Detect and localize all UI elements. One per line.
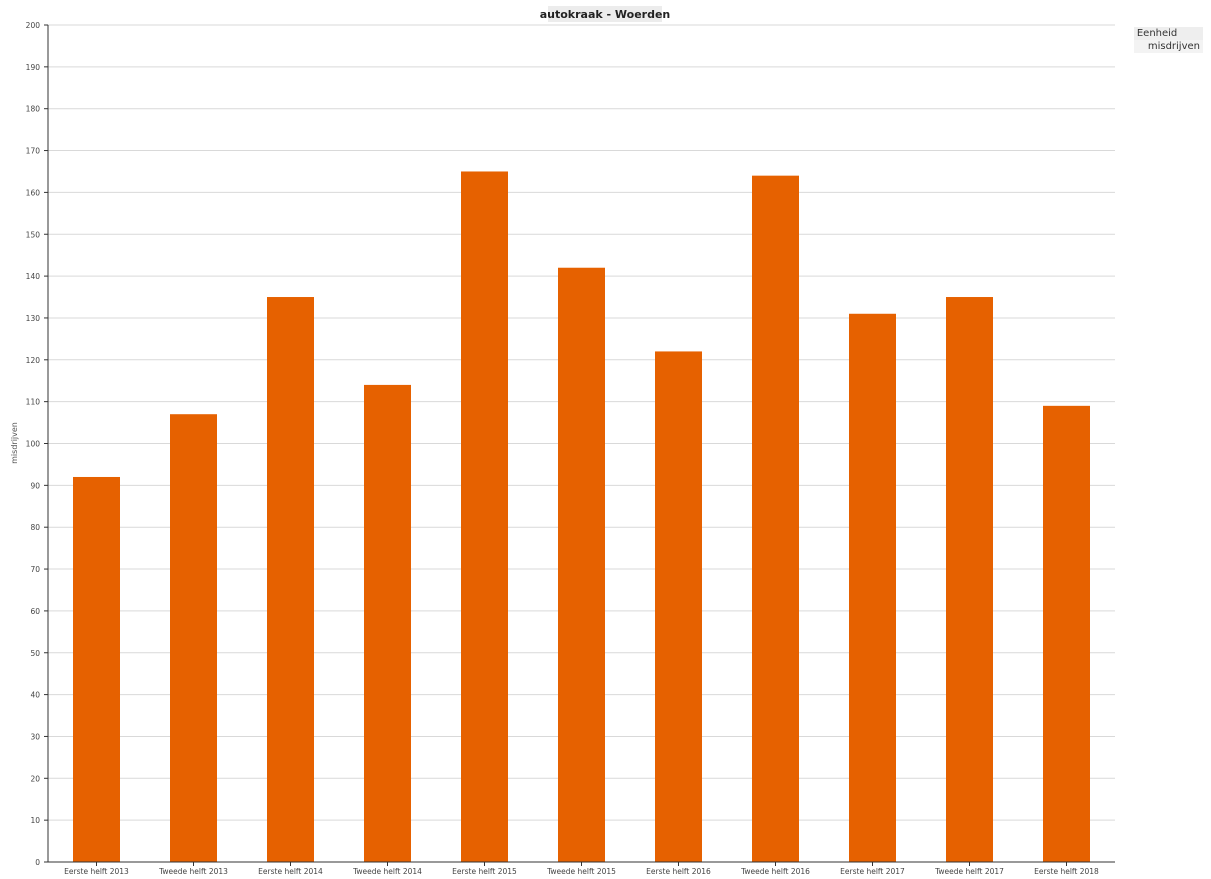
legend-title: Eenheid (1133, 27, 1203, 40)
y-tick-label: 160 (26, 188, 41, 197)
y-tick-label: 70 (30, 565, 40, 574)
y-tick-label: 30 (30, 732, 40, 741)
x-tick-label: Eerste helft 2016 (646, 867, 711, 876)
y-tick-label: 120 (26, 356, 41, 365)
bar[interactable] (1043, 405, 1090, 862)
y-tick-label: 190 (26, 63, 41, 72)
bar[interactable] (461, 171, 508, 863)
x-tick-label: Eerste helft 2013 (64, 867, 129, 876)
legend-entry-misdrijven[interactable]: misdrijven (1133, 40, 1203, 53)
y-tick-label: 0 (35, 858, 40, 867)
x-tick-label: Tweede helft 2013 (158, 867, 228, 876)
bar[interactable] (170, 414, 217, 862)
chart-title-background (548, 6, 662, 22)
y-tick-label: 180 (26, 105, 41, 114)
y-tick-label: 100 (26, 440, 41, 449)
bars (73, 171, 1090, 863)
x-tick-label: Eerste helft 2014 (258, 867, 323, 876)
y-tick-label: 10 (30, 816, 40, 825)
y-tick-label: 50 (30, 649, 40, 658)
y-tick-label: 90 (30, 481, 40, 490)
y-tick-labels: 0 10 20 30 40 50 60 70 80 90 100 110 120 130 140 150 160… (26, 21, 48, 867)
legend: Eenheid misdrijven (1133, 27, 1203, 53)
y-tick-label: 140 (26, 272, 41, 281)
chart-title: autokraak - Woerden (540, 8, 671, 21)
bar[interactable] (364, 384, 411, 862)
x-tick-label: Tweede helft 2014 (352, 867, 422, 876)
x-tick-label: Eerste helft 2018 (1034, 867, 1099, 876)
bar[interactable] (752, 175, 799, 862)
y-tick-label: 60 (30, 607, 40, 616)
y-tick-label: 150 (26, 230, 41, 239)
x-tick-label: Tweede helft 2017 (934, 867, 1004, 876)
y-tick-label: 200 (26, 21, 41, 30)
x-tick-label: Tweede helft 2015 (546, 867, 616, 876)
y-tick-label: 40 (30, 691, 40, 700)
x-tick-label: Tweede helft 2016 (740, 867, 810, 876)
x-tick-label: Eerste helft 2015 (452, 867, 517, 876)
bar[interactable] (267, 297, 314, 862)
bar[interactable] (558, 267, 605, 863)
bar[interactable] (946, 297, 993, 862)
bar[interactable] (655, 351, 702, 862)
y-axis-label: misdrijven (10, 422, 19, 464)
y-tick-label: 80 (30, 523, 40, 532)
bar[interactable] (73, 476, 120, 862)
y-tick-label: 20 (30, 774, 40, 783)
y-tick-label: 110 (26, 398, 41, 407)
y-tick-label: 170 (26, 147, 41, 156)
x-tick-label: Eerste helft 2017 (840, 867, 905, 876)
x-tick-labels: Eerste helft 2013 Tweede helft 2013 Eerste… (64, 862, 1099, 876)
bar[interactable] (849, 313, 896, 862)
y-tick-label: 130 (26, 314, 41, 323)
